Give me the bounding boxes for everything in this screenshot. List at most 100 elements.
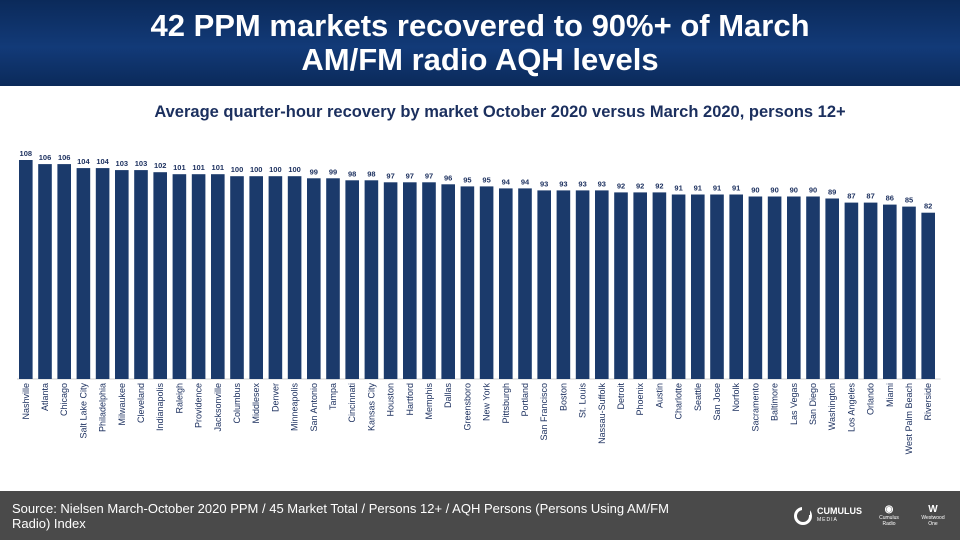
bar-milwaukee — [115, 170, 129, 379]
bar-tampa — [326, 178, 340, 380]
cumulus-logo-subtext: MEDIA — [817, 517, 838, 523]
data-label: 90 — [809, 186, 817, 195]
bar-jacksonville — [211, 174, 225, 379]
data-label: 90 — [770, 186, 778, 195]
bar-kansas-city — [364, 180, 379, 379]
bar-denver — [268, 176, 283, 379]
x-tick-label: Greensboro — [462, 383, 472, 431]
x-tick-label: Orlando — [866, 383, 876, 415]
data-label: 97 — [386, 171, 394, 180]
bar-nashville — [19, 160, 33, 379]
w1-icon: W — [928, 504, 938, 515]
data-label: 91 — [732, 184, 740, 193]
x-tick-label: Dallas — [443, 383, 453, 409]
bar-houston — [383, 182, 398, 379]
x-tick-label: San Diego — [808, 383, 818, 425]
x-tick-label: Seattle — [693, 383, 703, 411]
data-label: 92 — [636, 181, 644, 190]
x-tick-label: Atlanta — [40, 383, 50, 411]
x-tick-label: Providence — [194, 383, 204, 428]
x-tick-label: Houston — [386, 383, 396, 417]
chart-subtitle: Average quarter-hour recovery by market … — [154, 103, 846, 121]
data-label: 87 — [866, 192, 874, 201]
x-tick-label: San Jose — [712, 383, 722, 421]
bar-san-antonio — [307, 178, 321, 380]
westwood-one-logo: W Westwood One — [916, 504, 950, 528]
data-label: 91 — [674, 184, 682, 193]
x-tick-label: Milwaukee — [117, 383, 127, 426]
bar-los-angeles — [844, 202, 859, 379]
data-label: 108 — [20, 149, 33, 158]
bar-washington — [825, 198, 839, 379]
data-label: 106 — [58, 153, 71, 162]
data-label: 100 — [231, 165, 244, 174]
bar-chart: 108 Nashville 106 Atlanta 106 Chicago 104 Salt … — [17, 149, 941, 454]
x-tick-label: Raleigh — [174, 383, 184, 414]
source-note: Source: Nielsen March-October 2020 PPM /… — [12, 501, 669, 531]
x-tick-label: Riverside — [923, 383, 933, 421]
bar-philadelphia — [95, 168, 110, 379]
bar-minneapolis — [287, 176, 302, 379]
x-tick-label: Kansas City — [366, 383, 376, 432]
x-tick-label: St. Louis — [578, 383, 588, 419]
x-tick-label: Washington — [827, 383, 837, 430]
data-label: 93 — [559, 179, 567, 188]
bar-charlotte — [671, 194, 686, 379]
title-banner: 42 PPM markets recovered to 90%+ of Marc… — [0, 0, 960, 86]
data-label: 85 — [905, 196, 913, 205]
radio-icon: ◉ — [884, 504, 894, 515]
x-tick-label: West Palm Beach — [904, 383, 914, 454]
data-label: 99 — [329, 167, 337, 176]
bar-chicago — [57, 164, 71, 379]
data-label: 90 — [751, 186, 759, 195]
data-label: 97 — [425, 171, 433, 180]
x-tick-label: Philadelphia — [98, 383, 108, 432]
x-tick-label: Las Vegas — [789, 383, 799, 426]
x-tick-label: Los Angeles — [846, 383, 856, 433]
data-label: 87 — [847, 192, 855, 201]
bar-miami — [883, 204, 897, 379]
x-tick-label: Norfolk — [731, 383, 741, 412]
x-tick-label: Charlotte — [674, 383, 684, 420]
data-label: 106 — [39, 153, 52, 162]
bar-greensboro — [460, 186, 475, 379]
data-label: 93 — [540, 179, 548, 188]
bar-portland — [518, 188, 532, 379]
data-label: 92 — [655, 181, 663, 190]
page-title: 42 PPM markets recovered to 90%+ of Marc… — [150, 8, 810, 77]
data-label: 95 — [482, 175, 490, 184]
data-label: 97 — [406, 171, 414, 180]
bar-indianapolis — [153, 172, 167, 379]
x-tick-label: Chicago — [59, 383, 69, 416]
x-tick-label: Columbus — [232, 383, 242, 424]
bar-san-francisco — [537, 190, 551, 379]
x-tick-label: Phoenix — [635, 383, 645, 416]
bar-nassau-suffolk — [595, 190, 609, 379]
bar-hartford — [403, 182, 417, 379]
data-label: 98 — [367, 169, 375, 178]
bar-san-jose — [710, 194, 724, 379]
data-label: 98 — [348, 169, 356, 178]
data-label: 100 — [288, 165, 301, 174]
data-label: 101 — [192, 163, 205, 172]
x-tick-label: New York — [482, 383, 492, 422]
bar-baltimore — [767, 196, 782, 379]
data-label: 95 — [463, 175, 471, 184]
x-tick-label: Denver — [270, 383, 280, 412]
bar-pittsburgh — [499, 188, 513, 379]
x-tick-label: Middlesex — [251, 383, 261, 424]
data-label: 101 — [173, 163, 186, 172]
cumulus-c-icon — [794, 507, 812, 525]
x-tick-label: Cincinnati — [347, 383, 357, 423]
bar-san-diego — [806, 196, 820, 379]
data-label: 103 — [135, 159, 148, 168]
x-tick-label: San Antonio — [309, 383, 319, 432]
bar-orlando — [863, 202, 878, 379]
bar-detroit — [614, 192, 628, 379]
data-label: 90 — [790, 186, 798, 195]
data-label: 104 — [77, 157, 90, 166]
x-tick-label: Nashville — [21, 383, 31, 420]
bar-st-louis — [575, 190, 590, 379]
data-label: 91 — [713, 184, 721, 193]
bar-salt-lake-city — [76, 168, 91, 379]
